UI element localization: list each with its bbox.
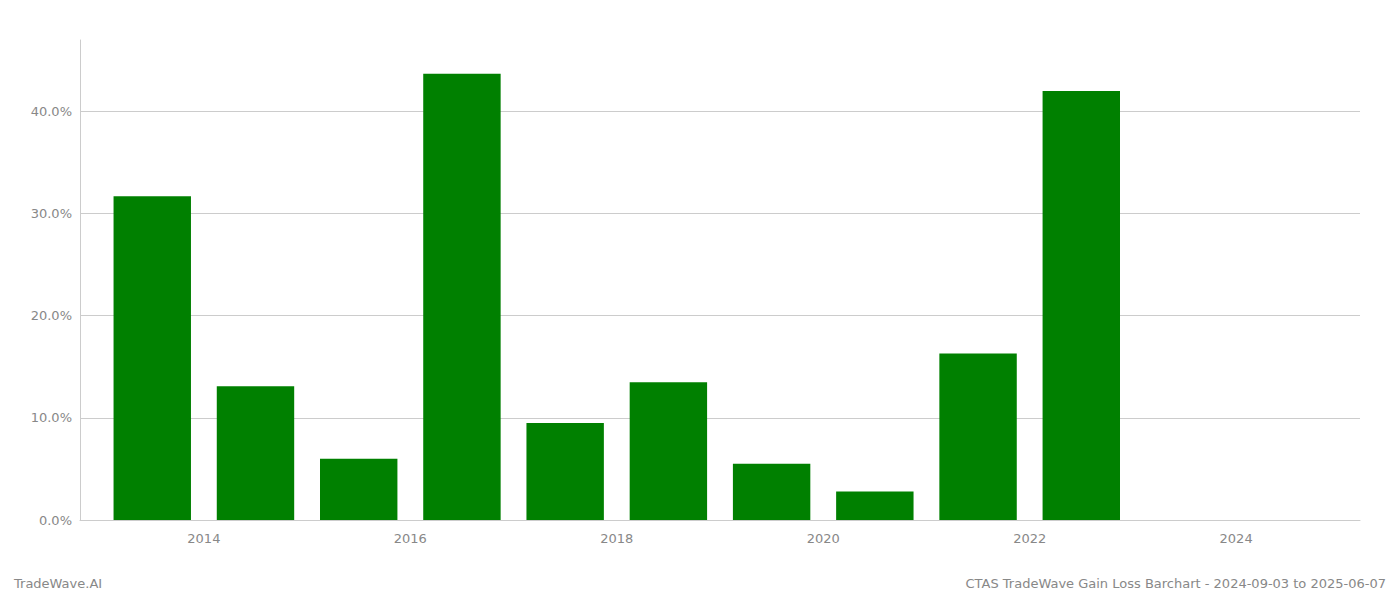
svg-text:2020: 2020 <box>807 531 840 546</box>
svg-text:TradeWave.AI: TradeWave.AI <box>13 576 102 591</box>
svg-text:2024: 2024 <box>1220 531 1253 546</box>
svg-text:2018: 2018 <box>600 531 633 546</box>
svg-text:2016: 2016 <box>394 531 427 546</box>
svg-text:30.0%: 30.0% <box>31 206 72 221</box>
svg-text:CTAS TradeWave Gain Loss Barch: CTAS TradeWave Gain Loss Barchart - 2024… <box>966 576 1386 591</box>
svg-text:40.0%: 40.0% <box>31 104 72 119</box>
svg-text:20.0%: 20.0% <box>31 308 72 323</box>
svg-text:2022: 2022 <box>1013 531 1046 546</box>
svg-text:2014: 2014 <box>187 531 220 546</box>
svg-text:10.0%: 10.0% <box>31 410 72 425</box>
svg-text:0.0%: 0.0% <box>39 513 72 528</box>
